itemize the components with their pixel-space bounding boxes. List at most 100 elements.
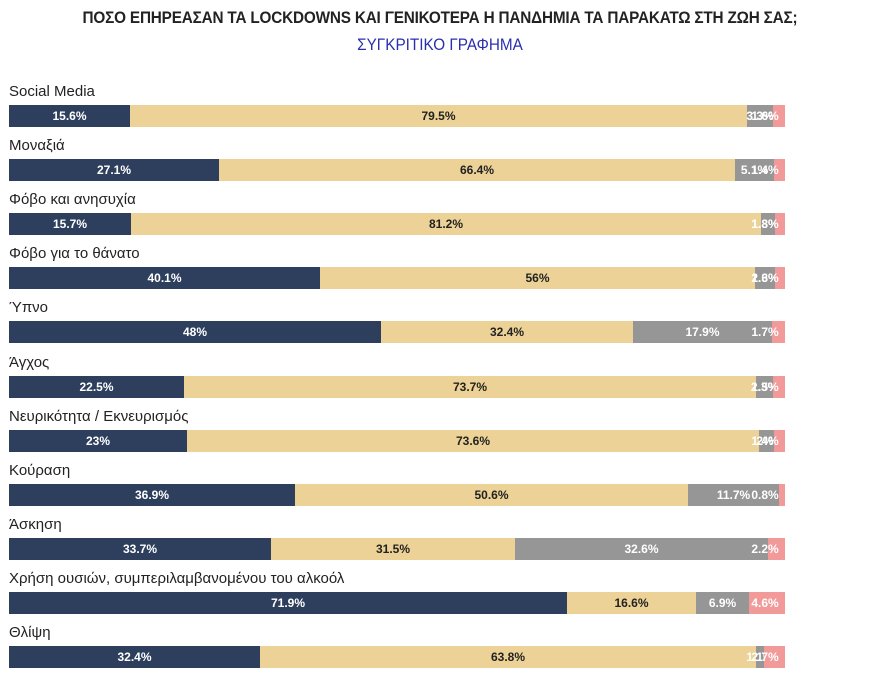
bar-segment — [131, 213, 761, 235]
data-label: 1.4% — [751, 434, 779, 448]
stacked-bar: 32.4% 63.8% 1.1% 2.7% — [9, 646, 785, 668]
bar-segment — [567, 592, 696, 614]
bar-segment — [772, 321, 785, 343]
bar-segment — [747, 105, 773, 127]
bar-segment — [9, 105, 130, 127]
bar-segment — [9, 430, 187, 452]
stacked-bar: 40.1% 56% 2.6% 1.3% — [9, 267, 785, 289]
category-label: Θλίψη — [9, 624, 51, 641]
data-label: 32.6% — [624, 542, 659, 556]
data-label: 32.4% — [489, 325, 525, 339]
data-label: 1.3% — [751, 217, 779, 231]
data-label: 16.6% — [614, 596, 649, 610]
bar-segment — [9, 321, 381, 343]
stacked-bar: 22.5% 73.7% 2.3% 1.5% — [9, 376, 785, 398]
bar-segment — [9, 159, 219, 181]
bar-segment — [260, 646, 756, 668]
bar-segment — [515, 538, 768, 560]
stacked-bar: 36.9% 50.6% 11.7% 0.8% — [9, 484, 785, 506]
data-label: 81.2% — [428, 217, 464, 231]
bar-segment — [761, 213, 775, 235]
data-label: 3.3% — [746, 109, 774, 123]
bar-segment — [9, 592, 567, 614]
bar-segment — [755, 267, 775, 289]
data-label: 2.6% — [751, 271, 779, 285]
stacked-bar: 33.7% 31.5% 32.6% 2.2% — [9, 538, 785, 560]
bar-segment — [184, 376, 756, 398]
category-label: Φόβο και ανησυχία — [9, 191, 136, 208]
data-label: 5.1% — [740, 163, 769, 177]
data-label: 1.3% — [751, 271, 779, 285]
bar-segment — [9, 213, 131, 235]
bar-segment — [775, 213, 785, 235]
bar-segment — [633, 321, 772, 343]
data-label: 27.1% — [96, 163, 132, 177]
data-label: 15.7% — [52, 217, 88, 231]
category-label: Ύπνο — [9, 299, 49, 316]
category-label: Νευρικότητα / Εκνευρισμός — [9, 408, 189, 425]
bar-segment — [9, 484, 295, 506]
bar-segment — [9, 538, 271, 560]
stacked-bar: 15.7% 81.2% 1.8% 1.3% — [9, 213, 785, 235]
bar-segment — [271, 538, 515, 560]
category-label: Άσκηση — [9, 516, 62, 533]
chart-subtitle: ΣΥΓΚΡΙΤΙΚΟ ΓΡΑΦΗΜΑ — [357, 35, 523, 54]
bar-segment — [759, 430, 774, 452]
bar-segment — [130, 105, 747, 127]
data-label: 1.5% — [751, 380, 779, 394]
bar-segment — [9, 646, 260, 668]
bar-segment — [9, 267, 320, 289]
data-label: 31.5% — [375, 542, 411, 556]
data-label: 1.7% — [751, 325, 779, 339]
bar-segment — [749, 592, 785, 614]
data-label: 2.3% — [750, 380, 779, 394]
bar-segment — [764, 646, 785, 668]
data-label: 32.4% — [117, 650, 152, 664]
bar-segment — [773, 105, 785, 127]
data-label: 2.2% — [751, 542, 779, 556]
data-label: 79.5% — [421, 109, 456, 123]
data-label: 1.6% — [751, 109, 779, 123]
data-label: 11.7% — [716, 488, 751, 502]
stacked-bar: 27.1% 66.4% 5.1% 1.4% — [9, 159, 785, 181]
bar-segment — [688, 484, 779, 506]
data-label: 71.9% — [270, 596, 306, 610]
data-label: 15.6% — [52, 109, 87, 123]
data-label: 56% — [525, 271, 550, 285]
bar-segment — [756, 376, 773, 398]
bar-segment — [381, 321, 633, 343]
data-label: 2.7% — [751, 650, 779, 664]
bar-segment — [775, 267, 785, 289]
bar-segment — [295, 484, 688, 506]
data-label: 22.5% — [79, 380, 114, 394]
chart-title: ΠΟΣΟ ΕΠΗΡΕΑΣΑΝ ΤΑ LOCKDOWNS ΚΑΙ ΓΕΝΙΚΟΤΕ… — [82, 8, 798, 27]
stacked-bar: 71.9% 16.6% 6.9% 4.6% — [9, 592, 785, 614]
stacked-bar: 48% 32.4% 17.9% 1.7% — [9, 321, 785, 343]
data-label: 17.9% — [685, 325, 720, 339]
data-label: 23% — [85, 434, 111, 448]
data-label: 40.1% — [147, 271, 182, 285]
bar-segment — [774, 159, 785, 181]
data-label: 36.9% — [134, 488, 170, 502]
data-label: 2% — [756, 434, 774, 448]
data-label: 6.9% — [708, 596, 737, 610]
bar-segment — [320, 267, 755, 289]
data-label: 73.6% — [455, 434, 491, 448]
bar-segment — [735, 159, 774, 181]
bar-segment — [768, 538, 785, 560]
bar-segment — [756, 646, 764, 668]
category-label: Social Media — [9, 83, 95, 100]
category-label: Άγχος — [9, 354, 50, 371]
stacked-bar: 15.6% 79.5% 3.3% 1.6% — [9, 105, 785, 127]
category-label: Κούραση — [9, 462, 71, 479]
data-label: 1.8% — [751, 217, 779, 231]
bar-segment — [187, 430, 759, 452]
bar-segment — [219, 159, 735, 181]
data-label: 50.6% — [474, 488, 509, 502]
data-label: 0.8% — [751, 488, 779, 502]
category-label: Χρήση ουσιών, συμπεριλαμβανομένου του αλ… — [9, 570, 345, 587]
data-label: 4.6% — [751, 596, 779, 610]
category-label: Φόβο για το θάνατο — [9, 245, 140, 262]
data-label: 73.7% — [452, 380, 488, 394]
